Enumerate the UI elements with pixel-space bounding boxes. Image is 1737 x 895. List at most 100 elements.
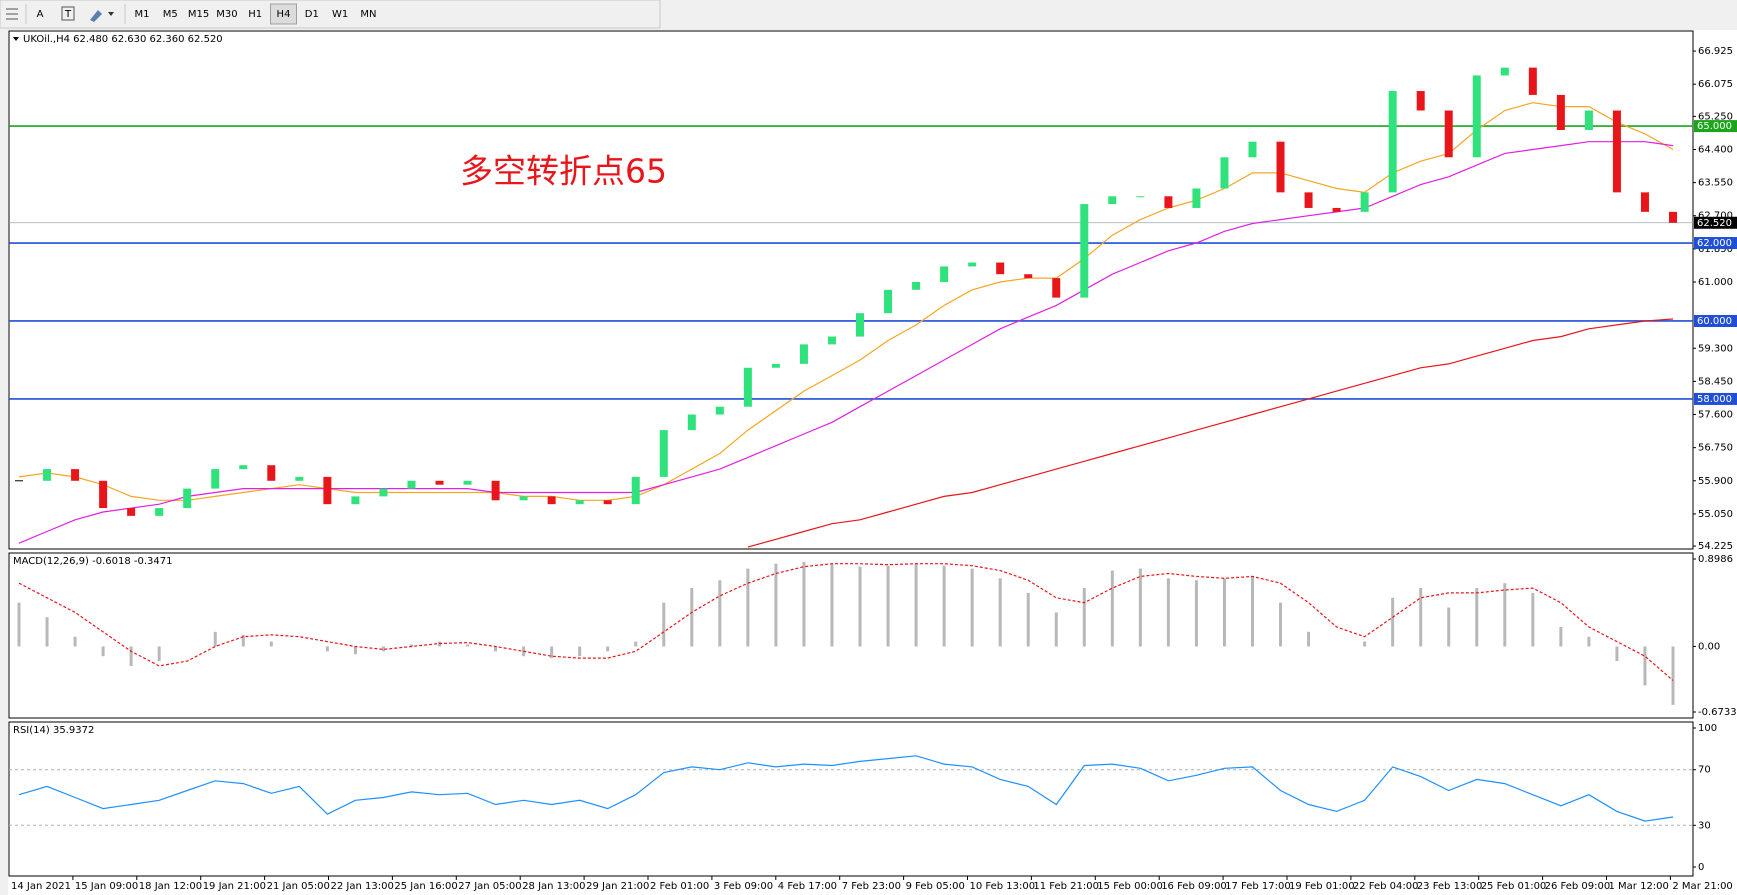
- macd-bar: [578, 646, 582, 657]
- level-label: 58.000: [1697, 394, 1732, 405]
- macd-bar: [1391, 597, 1395, 647]
- candle: [575, 500, 584, 505]
- candle: [715, 406, 724, 415]
- macd-bar: [1194, 580, 1198, 647]
- rsi-line: [18, 755, 1674, 822]
- macd-bar: [970, 568, 974, 647]
- macd-bar: [690, 588, 694, 647]
- candle: [1416, 91, 1425, 111]
- candle: [491, 480, 500, 501]
- macd-bar: [1503, 583, 1507, 647]
- y-tick-label: 64.400: [1698, 144, 1733, 155]
- dropdown-arrow[interactable]: [108, 12, 114, 16]
- candle: [1192, 188, 1201, 208]
- text-tool-button[interactable]: A: [37, 9, 44, 20]
- candle: [463, 480, 472, 485]
- macd-bar: [942, 565, 946, 647]
- candle: [1528, 67, 1537, 95]
- time-label: 22 Feb 04:00: [1353, 881, 1419, 892]
- timeframe-button[interactable]: M15: [188, 9, 209, 20]
- y-tick-label: 54.225: [1698, 541, 1733, 552]
- candle: [912, 282, 921, 290]
- timeframe-button[interactable]: D1: [305, 9, 319, 20]
- y-tick-label: 0.00: [1698, 641, 1720, 652]
- macd-bar: [746, 568, 750, 647]
- y-tick-label: 55.900: [1698, 476, 1733, 487]
- time-label: 3 Feb 09:00: [714, 881, 773, 892]
- candle: [295, 476, 304, 481]
- candle: [1080, 204, 1089, 298]
- time-label: 11 Feb 21:00: [1033, 881, 1099, 892]
- macd-bar: [1671, 646, 1675, 705]
- timeframe-button[interactable]: H1: [248, 9, 262, 20]
- toolbar: T: [0, 0, 661, 29]
- macd-bar: [1307, 631, 1311, 647]
- macd-bar: [1222, 578, 1226, 647]
- timeframe-button[interactable]: H4: [277, 9, 291, 20]
- y-tick-label: 0.8986: [1698, 554, 1733, 565]
- y-tick-label: 63.550: [1698, 178, 1733, 189]
- level-label: 65.000: [1697, 121, 1732, 132]
- time-label: 26 Feb 09:00: [1545, 881, 1611, 892]
- macd-bar: [606, 646, 610, 652]
- macd-bar: [1615, 646, 1619, 662]
- time-label: 21 Jan 05:00: [267, 881, 330, 892]
- panel-frame: [8, 721, 1694, 877]
- timeframe-button[interactable]: M5: [163, 9, 178, 20]
- timeframe-button[interactable]: W1: [332, 9, 348, 20]
- candle: [1472, 75, 1481, 158]
- candle: [1304, 192, 1313, 208]
- macd-bar: [1587, 636, 1591, 647]
- time-label: 28 Jan 13:00: [522, 881, 585, 892]
- y-tick-label: 100: [1698, 723, 1717, 734]
- timeframe-button[interactable]: M30: [216, 9, 237, 20]
- level-label-bg: [1694, 392, 1737, 405]
- last-price-label-bg: [1694, 216, 1737, 229]
- y-tick-label: 62.700: [1698, 211, 1733, 222]
- macd-bar: [1447, 607, 1451, 647]
- panel-frame: [8, 30, 1694, 550]
- panel-title: MACD(12,26,9) -0.6018 -0.3471: [13, 556, 173, 567]
- macd-bar: [1138, 568, 1142, 647]
- moving-average: [18, 141, 1674, 544]
- macd-bar: [381, 646, 385, 652]
- moving-average: [747, 318, 1674, 548]
- candle: [1640, 192, 1649, 212]
- candle: [547, 496, 556, 505]
- time-label: 15 Feb 00:00: [1097, 881, 1163, 892]
- timeframe-button[interactable]: MN: [360, 9, 376, 20]
- macd-bar: [241, 634, 245, 647]
- candle: [211, 469, 220, 489]
- macd-bar: [1082, 588, 1086, 647]
- macd-bar: [466, 644, 470, 647]
- time-label: 19 Feb 01:00: [1289, 881, 1355, 892]
- time-label: 16 Feb 09:00: [1161, 881, 1227, 892]
- macd-bar: [1475, 588, 1479, 647]
- candle: [603, 500, 612, 505]
- time-label: 10 Feb 13:00: [970, 881, 1036, 892]
- timeframe-button[interactable]: M1: [135, 9, 150, 20]
- y-tick-label: 56.750: [1698, 443, 1733, 454]
- last-price-label: 62.520: [1697, 218, 1732, 229]
- candle: [1332, 207, 1341, 212]
- text-label-icon[interactable]: [61, 6, 75, 21]
- candle: [1584, 110, 1593, 131]
- menu-icon[interactable]: [6, 8, 18, 20]
- y-tick-label: 30: [1698, 820, 1711, 831]
- y-tick-label: 66.925: [1698, 46, 1733, 57]
- time-label: 1 Mar 12:00: [1609, 881, 1669, 892]
- macd-bar: [774, 563, 778, 647]
- candle: [996, 262, 1005, 275]
- shapes-icon[interactable]: [90, 10, 102, 22]
- candle: [1500, 67, 1509, 76]
- candle: [239, 465, 248, 470]
- y-tick-label: 61.000: [1698, 277, 1733, 288]
- macd-bar: [325, 646, 329, 652]
- candle: [183, 488, 192, 509]
- time-label: 25 Jan 16:00: [394, 881, 457, 892]
- candle: [379, 488, 388, 497]
- signal-line: [18, 563, 1674, 681]
- candle: [1556, 94, 1565, 131]
- time-label: 17 Feb 17:00: [1225, 881, 1291, 892]
